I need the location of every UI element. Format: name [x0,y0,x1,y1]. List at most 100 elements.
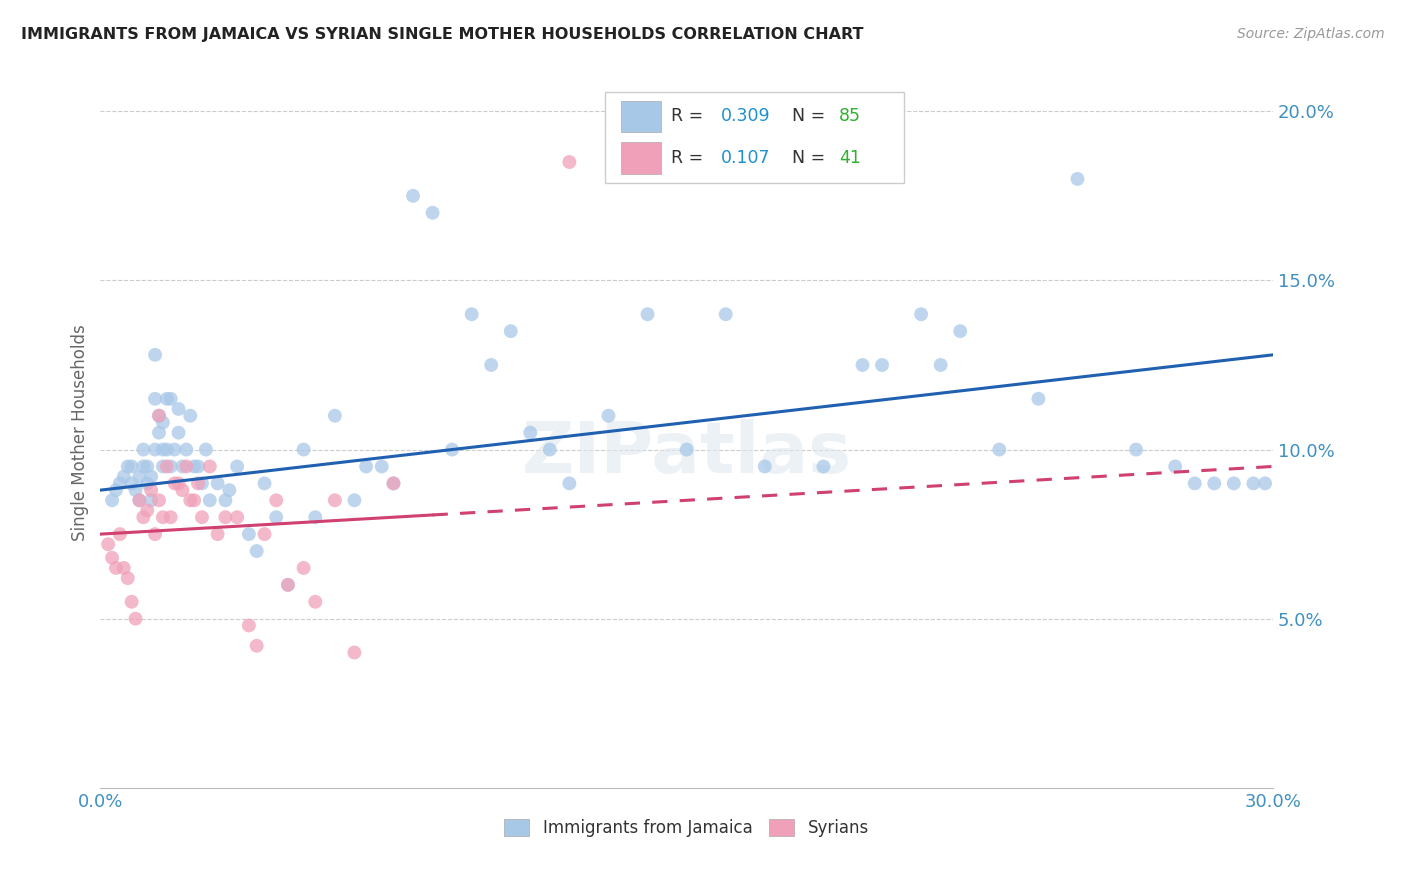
Point [246,639,269,653]
Point [598,409,620,423]
Point [214,493,236,508]
Point [124,483,146,497]
Point [141,493,163,508]
Point [323,493,346,508]
Point [143,527,166,541]
Point [675,442,697,457]
Point [813,459,835,474]
Point [148,409,170,423]
Point [128,493,150,508]
Point [382,476,405,491]
Point [1066,172,1088,186]
Y-axis label: Single Mother Households: Single Mother Households [72,325,89,541]
Point [910,307,932,321]
Point [112,469,135,483]
Text: IMMIGRANTS FROM JAMAICA VS SYRIAN SINGLE MOTHER HOUSEHOLDS CORRELATION CHART: IMMIGRANTS FROM JAMAICA VS SYRIAN SINGLE… [21,27,863,42]
Point [152,459,174,474]
Point [1241,476,1264,491]
Point [159,459,181,474]
Point [136,459,159,474]
Point [156,442,179,457]
Point [292,561,315,575]
Point [143,348,166,362]
Point [343,646,366,660]
Text: N =: N = [792,149,831,167]
FancyBboxPatch shape [621,143,661,174]
Point [264,493,287,508]
Point [132,442,155,457]
Point [226,510,249,524]
Point [218,483,240,497]
Point [198,459,221,474]
Point [292,442,315,457]
Point [207,476,229,491]
Point [167,476,190,491]
Point [929,358,952,372]
Point [988,442,1011,457]
Point [198,493,221,508]
Point [191,476,214,491]
Point [371,459,394,474]
Point [343,493,366,508]
Point [264,510,287,524]
Text: N =: N = [792,107,831,125]
Point [101,493,124,508]
Text: 0.309: 0.309 [721,107,770,125]
Point [277,578,299,592]
Point [163,476,186,491]
Point [558,155,581,169]
Point [538,442,561,457]
Point [1223,476,1246,491]
Point [253,476,276,491]
Point [172,483,194,497]
Point [354,459,377,474]
Point [141,483,163,497]
Point [108,527,131,541]
FancyBboxPatch shape [621,101,661,132]
Point [441,442,464,457]
Point [156,459,179,474]
Point [323,409,346,423]
Point [1184,476,1206,491]
Point [187,476,209,491]
Point [104,561,127,575]
Point [176,442,198,457]
Point [167,401,190,416]
Point [108,476,131,491]
Point [402,189,425,203]
Point [191,510,214,524]
Point [304,595,326,609]
Point [121,595,143,609]
Text: 85: 85 [839,107,860,125]
Point [207,527,229,541]
FancyBboxPatch shape [605,92,904,183]
Point [156,392,179,406]
Text: R =: R = [672,149,714,167]
Legend: Immigrants from Jamaica, Syrians: Immigrants from Jamaica, Syrians [498,812,876,844]
Point [172,459,194,474]
Point [637,307,659,321]
Point [132,510,155,524]
Point [479,358,502,372]
Point [422,206,444,220]
Point [382,476,405,491]
Point [499,324,522,338]
Point [179,409,201,423]
Point [1028,392,1050,406]
Point [277,578,299,592]
Point [112,561,135,575]
Point [152,510,174,524]
Point [132,459,155,474]
Point [253,527,276,541]
Point [187,459,209,474]
Point [121,459,143,474]
Point [238,527,260,541]
Point [152,442,174,457]
Text: 0.107: 0.107 [721,149,770,167]
Point [97,537,120,551]
Point [304,510,326,524]
Text: 41: 41 [839,149,860,167]
Point [148,409,170,423]
Point [238,618,260,632]
Point [851,358,873,372]
